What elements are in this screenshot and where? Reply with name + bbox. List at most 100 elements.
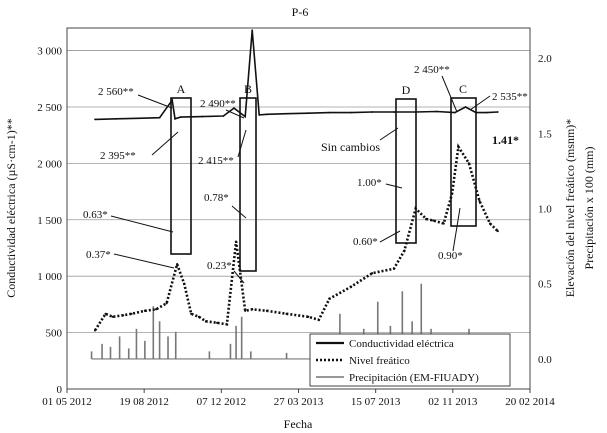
conductividad-point (222, 115, 225, 117)
y-tick-label: 0 (57, 384, 63, 396)
box-label-b: B (244, 82, 252, 96)
annotation-arrow (231, 205, 247, 219)
conductividad-point (393, 111, 395, 113)
x-tick-label: 15 07 2013 (351, 396, 401, 408)
nivel-freatico-point (371, 272, 374, 275)
annotation-2490: 2 490** (200, 98, 236, 110)
annotation-sin-cambios: Sin cambios (321, 140, 380, 154)
y-tick-label: 2 500 (37, 102, 62, 114)
y-tick-label: 1 000 (37, 271, 62, 283)
y2-tick-label: 1.5 (538, 128, 552, 140)
y3-axis-label: Precipitación x 100 (mm) (582, 147, 596, 270)
nivel-freatico-point (478, 199, 481, 203)
annotation-arrow (110, 215, 174, 233)
conductividad-point (233, 107, 235, 109)
nivel-freatico-point (457, 145, 460, 148)
conductividad-point (464, 106, 467, 108)
nivel-freatico-point (244, 309, 247, 312)
annotation-arrow (137, 94, 173, 109)
annotation-arrow (452, 207, 461, 252)
annotation-arrow (151, 131, 179, 156)
y-tick-label: 2 000 (37, 158, 62, 170)
nivel-freatico-point (432, 219, 435, 222)
annotations: A B D C 2 560** 2 395** 2 490** 2 415** … (83, 64, 528, 284)
annotation-2395: 2 395** (100, 150, 136, 162)
x-tick-label: 01 05 2012 (42, 396, 92, 408)
nivel-freatico-point (154, 308, 158, 311)
conductividad-point (158, 116, 161, 119)
box-label-a: A (177, 82, 186, 96)
conductividad-point (307, 112, 310, 115)
box-label-d: D (402, 83, 411, 97)
nivel-freatico-point (496, 229, 499, 233)
annotation-2560: 2 560** (98, 86, 134, 98)
annotation-arrow (379, 127, 399, 141)
conductividad-point (201, 115, 204, 118)
conductividad-point (435, 110, 438, 113)
nivel-freatico-point (234, 240, 238, 243)
conductividad-point (485, 111, 488, 114)
annotation-arrow (237, 129, 247, 158)
nivel-freatico-point (467, 162, 471, 165)
nivel-freatico-point (251, 308, 254, 311)
conductividad-point (496, 111, 499, 113)
nivel-freatico-point (285, 312, 288, 315)
gridlines (67, 50, 530, 333)
highlight-box-b (239, 97, 257, 272)
nivel-freatico-point (216, 321, 219, 324)
annotation-arrow (225, 109, 245, 119)
x-tick-label: 07 12 2012 (197, 396, 247, 408)
annotation-037: 0.37* (86, 249, 111, 261)
nivel-freatico-point (307, 315, 310, 318)
nivel-freatico-point (122, 314, 125, 317)
conductividad-point (285, 112, 288, 115)
nivel-freatico-point (425, 217, 428, 221)
nivel-freatico-point (93, 329, 97, 332)
nivel-freatico-point (143, 309, 146, 312)
conductividad-point (371, 111, 374, 113)
annotation-arrow (385, 183, 403, 189)
nivel-freatico-point (392, 267, 396, 270)
nivel-freatico-point (165, 302, 168, 305)
nivel-freatico-point (104, 312, 107, 315)
conductividad-point (266, 113, 268, 116)
y-tick-label: 1 500 (37, 215, 62, 227)
conductividad-point (94, 118, 96, 121)
annotation-023: 0.23* (207, 260, 232, 272)
conductividad-point (251, 29, 254, 32)
annotation-100: 1.00* (357, 177, 382, 189)
nivel-freatico-point (176, 263, 179, 266)
x-tick-label: 02 11 2013 (428, 396, 478, 408)
nivel-freatico-point (204, 320, 207, 323)
annotation-2415: 2 415** (198, 155, 234, 167)
nivel-freatico-point (130, 312, 133, 315)
nivel-freatico-point (225, 323, 229, 326)
highlight-box-d (395, 98, 417, 244)
annotation-2450: 2 450** (414, 64, 450, 76)
x-axis-label: Fecha (284, 417, 313, 431)
annotation-090: 0.90* (438, 250, 463, 262)
x-tick-label: 27 03 2013 (274, 396, 324, 408)
y-tick-label: 3 000 (37, 46, 62, 58)
conductividad-point (350, 111, 353, 114)
conductividad-point (115, 117, 118, 120)
nivel-freatico-point (111, 315, 114, 318)
conductividad-point (179, 116, 182, 119)
nivel-freatico-point (403, 249, 406, 252)
conductividad-point (244, 115, 247, 118)
y2-tick-label: 0.5 (538, 279, 552, 291)
legend: Conductividad eléctrica Nivel freático P… (309, 333, 511, 387)
annotation-078: 0.78* (204, 192, 229, 204)
highlight-box-a (170, 97, 192, 255)
annotation-arrow (233, 270, 245, 284)
nivel-freatico-point (328, 297, 331, 300)
nivel-freatico-point (488, 222, 492, 225)
nivel-freatico-point (442, 222, 445, 225)
nivel-freatico-point (317, 318, 320, 321)
x-tick-label: 19 08 2012 (119, 396, 169, 408)
tick-labels: 0 500 1 000 1 500 2 000 2 500 3 000 0.0 0.5 1.0 1.… (37, 46, 555, 408)
annotation-063: 0.63* (83, 209, 108, 221)
conductividad-point (454, 111, 456, 114)
nivel-freatico-point (265, 309, 269, 312)
chart-title: P-6 (292, 5, 309, 19)
